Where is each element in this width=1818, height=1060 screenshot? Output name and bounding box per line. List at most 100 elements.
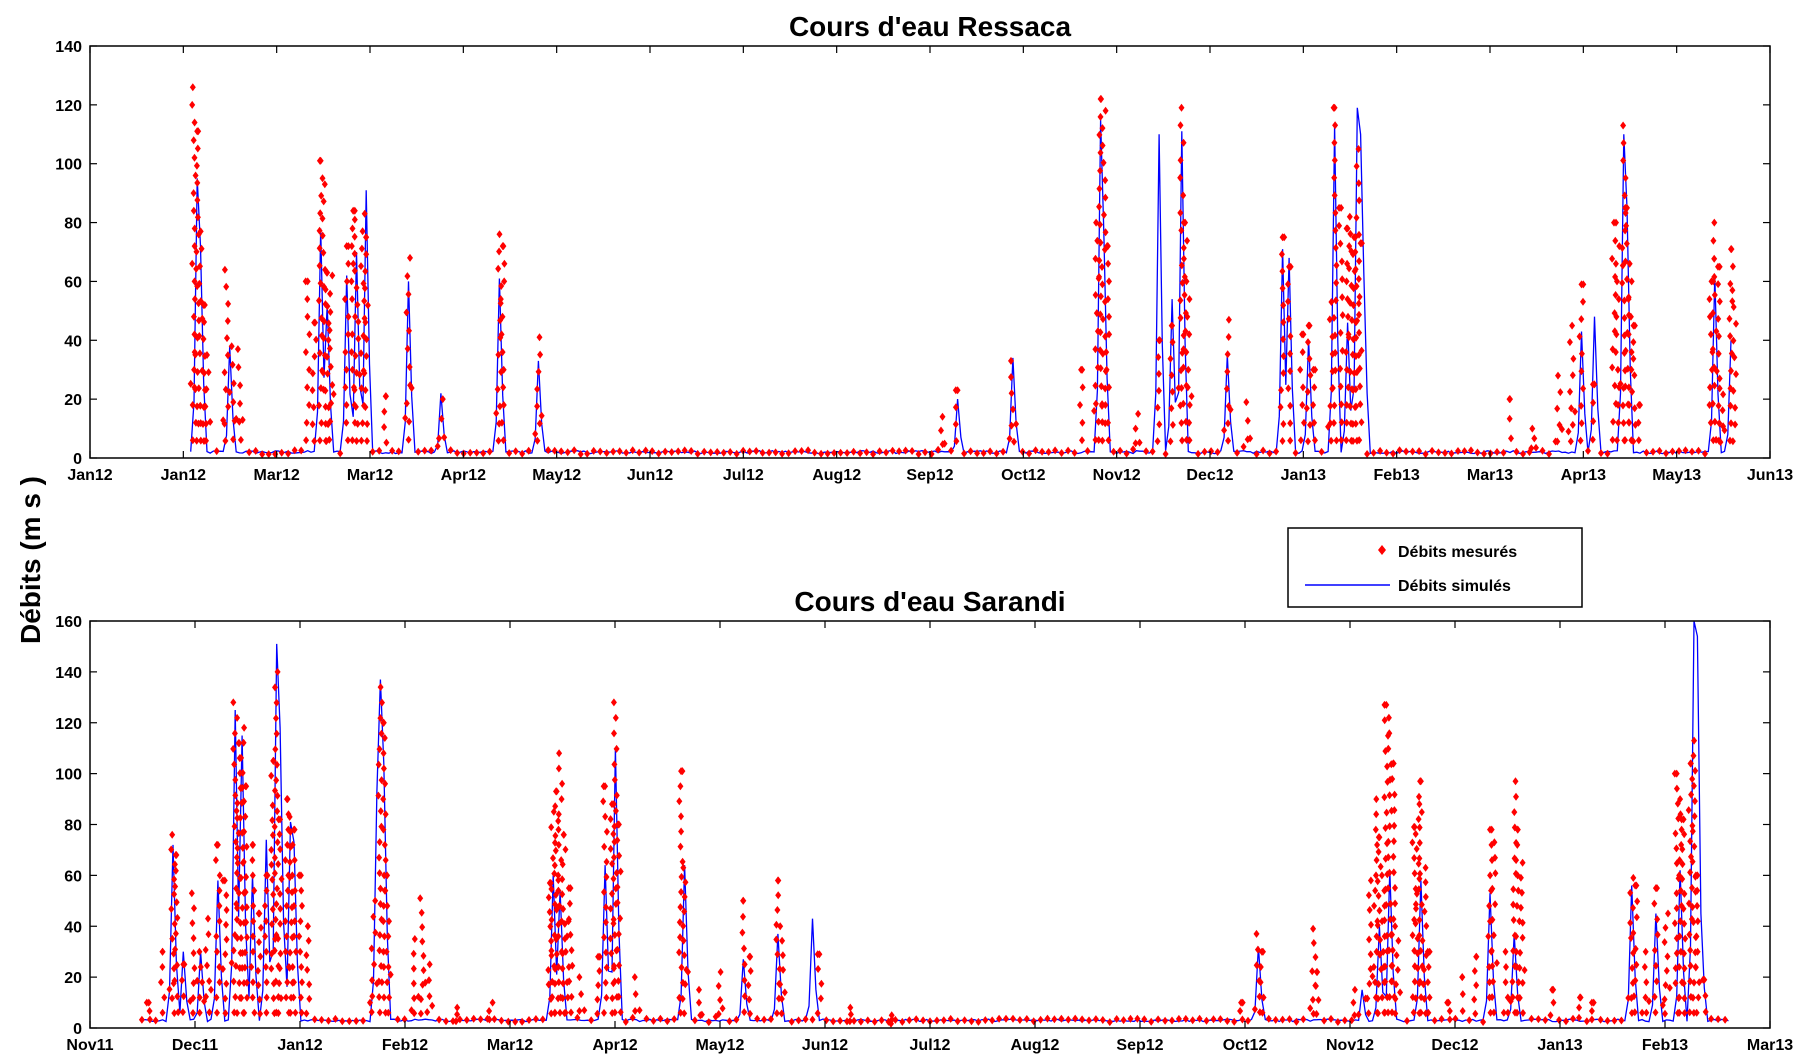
measured-point <box>191 964 198 973</box>
measured-point <box>246 448 253 457</box>
measured-point <box>1713 327 1720 336</box>
measured-point <box>250 917 257 926</box>
measured-point <box>1257 963 1264 971</box>
measured-point <box>1622 174 1629 182</box>
measured-point <box>174 913 181 922</box>
measured-point <box>1045 448 1052 456</box>
measured-point <box>1280 369 1287 378</box>
measured-point <box>1473 952 1480 961</box>
measured-point <box>189 919 196 928</box>
measured-point <box>1130 445 1137 454</box>
measured-point <box>1383 448 1390 457</box>
measured-point <box>1234 448 1241 457</box>
measured-point <box>564 993 571 1002</box>
measured-point <box>235 363 242 372</box>
measured-point <box>362 403 369 412</box>
measured-point <box>377 683 384 692</box>
measured-point <box>857 449 864 458</box>
measured-point <box>1168 321 1175 330</box>
measured-point <box>1312 436 1318 445</box>
measured-point <box>1535 1015 1542 1024</box>
measured-point <box>256 938 262 947</box>
measured-point <box>1385 1008 1392 1017</box>
measured-point <box>1423 951 1430 960</box>
measured-point <box>1390 449 1397 458</box>
measured-point <box>1339 293 1346 302</box>
measured-point <box>1707 330 1714 339</box>
measured-point <box>1097 310 1104 319</box>
measured-point <box>1072 1014 1079 1023</box>
measured-point <box>1620 156 1627 165</box>
measured-point <box>1279 1015 1286 1024</box>
measured-point <box>688 447 695 455</box>
measured-point <box>311 437 318 446</box>
measured-point <box>1321 1016 1328 1025</box>
measured-point <box>191 295 198 304</box>
measured-point <box>284 978 291 987</box>
measured-point <box>987 447 994 456</box>
measured-point <box>1105 259 1112 268</box>
measured-point <box>378 729 385 738</box>
measured-point <box>143 998 150 1007</box>
measured-point <box>1510 916 1517 924</box>
measured-point <box>678 812 684 821</box>
measured-point <box>289 840 296 849</box>
measured-point <box>1542 1016 1549 1025</box>
measured-point <box>1315 996 1322 1004</box>
measured-point <box>1260 446 1267 455</box>
measured-point <box>1297 436 1304 445</box>
measured-point <box>1352 385 1359 394</box>
measured-point <box>1514 1008 1520 1017</box>
measured-point <box>453 1017 459 1026</box>
measured-point <box>406 363 413 371</box>
measured-point <box>1632 976 1639 985</box>
measured-point <box>1010 1014 1016 1023</box>
measured-point <box>603 873 610 881</box>
measured-point <box>1079 418 1086 427</box>
measured-point <box>275 860 282 869</box>
measured-point <box>818 449 825 458</box>
measured-point <box>1384 931 1390 940</box>
measured-point <box>222 994 229 1003</box>
measured-point <box>272 683 278 692</box>
measured-point <box>1654 915 1661 924</box>
measured-point <box>404 344 411 353</box>
measured-point <box>1328 298 1335 306</box>
measured-point <box>299 978 305 987</box>
measured-point <box>707 448 714 457</box>
measured-point <box>270 994 277 1003</box>
measured-point <box>780 965 787 974</box>
measured-point <box>1352 248 1359 256</box>
measured-point <box>216 978 223 987</box>
measured-point <box>243 903 250 912</box>
measured-point <box>1169 338 1176 347</box>
measured-point <box>679 994 686 1003</box>
measured-point <box>1389 961 1396 970</box>
measured-point <box>1533 443 1539 452</box>
measured-point <box>194 368 201 376</box>
measured-point <box>1550 985 1557 994</box>
measured-point <box>814 950 821 959</box>
measured-point <box>1632 944 1639 953</box>
measured-point <box>747 967 754 975</box>
measured-point <box>1487 1008 1494 1017</box>
measured-point <box>349 224 356 233</box>
measured-point <box>180 992 187 1001</box>
measured-point <box>1332 366 1339 375</box>
measured-point <box>1214 448 1221 457</box>
measured-point <box>159 963 166 971</box>
measured-point <box>172 882 179 891</box>
measured-point <box>631 973 638 982</box>
measured-point <box>1224 367 1231 376</box>
measured-point <box>328 399 335 408</box>
measured-point <box>1641 963 1648 971</box>
measured-point <box>1265 1014 1272 1023</box>
measured-point <box>1311 418 1318 427</box>
measured-point <box>746 447 753 456</box>
measured-point <box>250 978 256 987</box>
measured-point <box>208 985 214 994</box>
measured-point <box>262 932 269 941</box>
measured-point <box>1326 315 1333 324</box>
measured-point <box>378 776 385 785</box>
measured-point <box>290 993 297 1002</box>
